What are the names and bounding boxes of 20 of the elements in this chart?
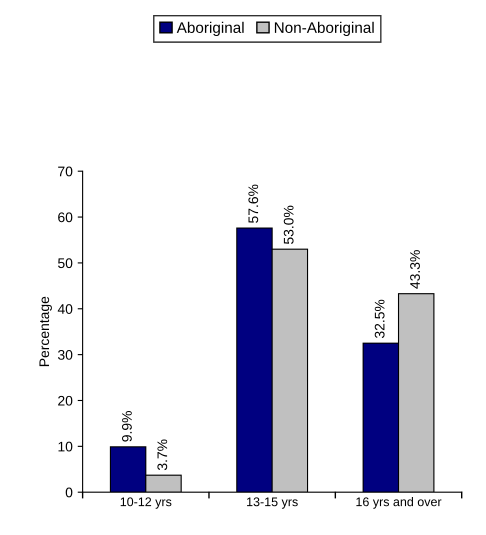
data-label: 9.9% [122, 411, 132, 442]
legend-label: Aboriginal [176, 22, 244, 36]
y-tick-label: 20 [58, 396, 72, 406]
x-tick-label: 10-12 yrs [120, 497, 172, 509]
data-label: 53.0% [284, 206, 294, 244]
y-tick-label: 70 [58, 166, 72, 176]
y-axis-title: Percentage [39, 296, 52, 366]
x-tick-label: 16 yrs and over [356, 497, 442, 509]
y-tick-label: 40 [58, 304, 72, 314]
y-tick-label: 50 [58, 258, 72, 268]
data-label: 57.6% [248, 184, 258, 223]
data-label: 32.5% [374, 300, 385, 338]
y-tick-label: 30 [58, 350, 72, 360]
y-tick-label: 0 [66, 488, 72, 498]
x-tick-label: 13-15 yrs [247, 497, 298, 509]
y-tick-label: 60 [58, 212, 72, 222]
data-label: 3.7% [157, 439, 168, 470]
legend-label: Non-Aboriginal [274, 22, 374, 36]
data-label: 43.3% [410, 250, 420, 289]
y-tick-label: 10 [58, 442, 72, 452]
